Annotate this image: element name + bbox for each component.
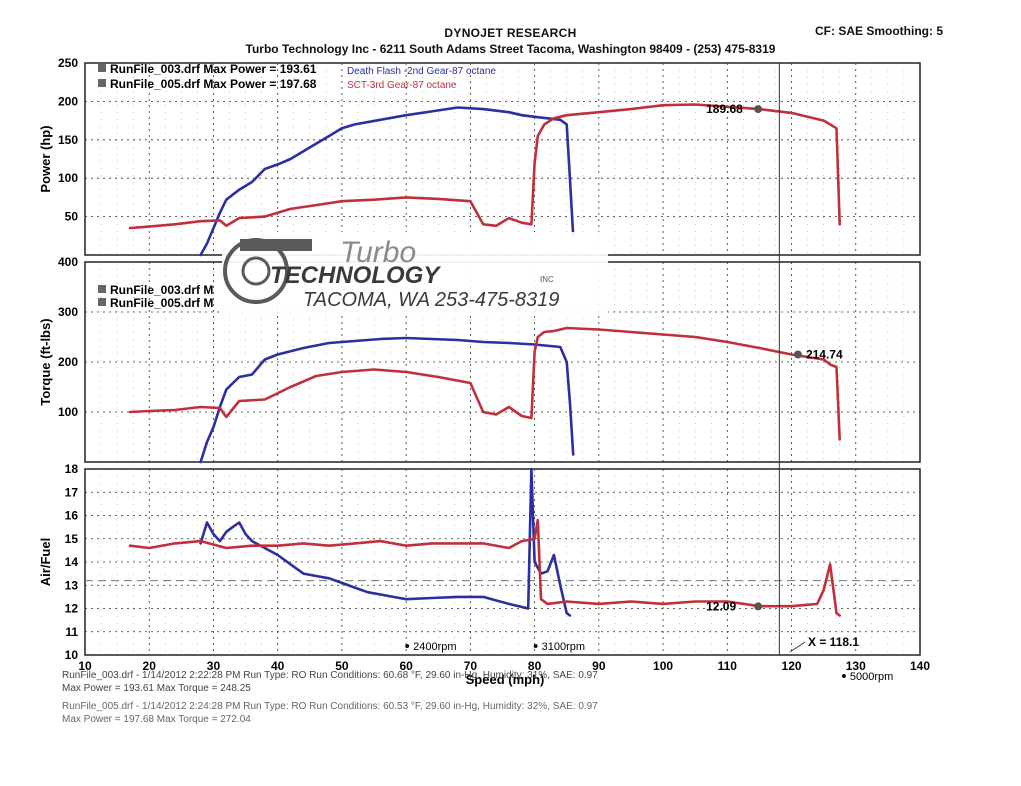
legend-swatch-run1-torque bbox=[98, 285, 106, 293]
chart-header-title: DYNOJET RESEARCH bbox=[444, 26, 577, 40]
y-tick-label: 200 bbox=[58, 94, 78, 108]
x-tick-label: 120 bbox=[782, 659, 802, 673]
turbo-logo-outlet bbox=[240, 239, 312, 251]
watermark-logo-top: Turbo bbox=[340, 236, 416, 269]
legend-swatch-run1 bbox=[98, 64, 106, 72]
y-tick-label: 100 bbox=[58, 405, 78, 419]
rpm-label: 3100rpm bbox=[542, 641, 585, 653]
y-tick-label: 10 bbox=[65, 648, 79, 662]
y-tick-label: 16 bbox=[65, 509, 79, 523]
series-line-runfile005drf bbox=[128, 518, 841, 617]
y-tick-label: 15 bbox=[65, 532, 79, 546]
y-axis-label: Air/Fuel bbox=[38, 538, 53, 586]
value-marker-dot bbox=[754, 105, 763, 114]
x-tick-label: 30 bbox=[207, 659, 221, 673]
y-axis-label: Torque (ft-lbs) bbox=[38, 318, 53, 405]
value-marker-dot bbox=[793, 350, 802, 359]
legend-run1-torque-label: RunFile_003.drf M bbox=[110, 283, 213, 297]
x-axis-label: Speed (mph) bbox=[466, 672, 545, 687]
x-tick-label: 20 bbox=[143, 659, 157, 673]
watermark-logo-mid: TECHNOLOGY bbox=[270, 262, 441, 289]
turbo-logo-hub bbox=[241, 256, 271, 286]
x-tick-label: 40 bbox=[271, 659, 285, 673]
watermark-logo-inc: INC bbox=[540, 275, 554, 284]
legend-run1-note: Death Flash -2nd Gear-87 octane bbox=[347, 66, 496, 77]
y-tick-label: 17 bbox=[65, 485, 79, 499]
cursor-pointer-line bbox=[789, 641, 806, 653]
y-tick-label: 250 bbox=[58, 56, 78, 70]
y-tick-label: 150 bbox=[58, 133, 78, 147]
y-tick-label: 300 bbox=[58, 305, 78, 319]
series-line-runfile003drf bbox=[199, 467, 572, 617]
legend-run2-label: RunFile_005.drf Max Power = 197.68 bbox=[110, 77, 317, 91]
correction-factor-label: CF: SAE Smoothing: 5 bbox=[815, 24, 943, 38]
series-line-runfile003drf bbox=[199, 336, 575, 464]
chart-header-subtitle: Turbo Technology Inc - 6211 South Adams … bbox=[245, 42, 776, 56]
y-axis-label: Power (hp) bbox=[38, 125, 53, 192]
x-tick-label: 70 bbox=[464, 659, 478, 673]
footer-run2-max: Max Power = 197.68 Max Torque = 272.04 bbox=[62, 714, 251, 725]
y-tick-label: 14 bbox=[65, 555, 79, 569]
x-tick-label: 110 bbox=[718, 659, 738, 673]
y-tick-label: 11 bbox=[65, 625, 78, 639]
cursor-value-label: X = 118.1 bbox=[808, 635, 859, 649]
rpm-dot bbox=[533, 644, 538, 648]
value-marker-label: 189.68 bbox=[706, 102, 743, 116]
footer-run1-info: RunFile_003.drf - 1/14/2012 2:22:28 PM R… bbox=[62, 670, 598, 681]
x-tick-label: 60 bbox=[399, 659, 413, 673]
x-tick-label: 10 bbox=[78, 659, 92, 673]
footer-run2-info: RunFile_005.drf - 1/14/2012 2:24:28 PM R… bbox=[62, 701, 598, 712]
rpm-dot bbox=[405, 644, 410, 648]
footer-run1-max: Max Power = 193.61 Max Torque = 248.25 bbox=[62, 683, 251, 694]
legend-swatch-run2-torque bbox=[98, 298, 106, 306]
y-tick-label: 400 bbox=[58, 255, 78, 269]
y-tick-label: 50 bbox=[65, 210, 79, 224]
value-marker-label: 12.09 bbox=[706, 599, 736, 613]
series-line-runfile005drf bbox=[128, 326, 841, 441]
y-tick-label: 18 bbox=[65, 462, 79, 476]
rpm-label: 5000rpm bbox=[850, 671, 893, 683]
value-marker-dot bbox=[754, 602, 763, 611]
rpm-label: 2400rpm bbox=[413, 641, 456, 653]
legend-run2-torque-label: RunFile_005.drf M bbox=[110, 296, 213, 310]
series-line-runfile003drf bbox=[199, 106, 575, 257]
rpm-dot bbox=[841, 674, 846, 678]
legend-run1-label: RunFile_003.drf Max Power = 193.61 bbox=[110, 62, 317, 76]
legend-run2-note: SCT-3rd Gear-87 octane bbox=[347, 80, 457, 91]
y-tick-label: 200 bbox=[58, 355, 78, 369]
x-tick-label: 140 bbox=[910, 659, 930, 673]
series-line-runfile005drf bbox=[128, 103, 841, 230]
x-tick-label: 90 bbox=[592, 659, 606, 673]
legend-swatch-run2 bbox=[98, 79, 106, 87]
x-tick-label: 50 bbox=[335, 659, 349, 673]
x-tick-label: 100 bbox=[653, 659, 673, 673]
x-tick-label: 80 bbox=[528, 659, 542, 673]
x-tick-label: 130 bbox=[846, 659, 866, 673]
y-tick-label: 100 bbox=[58, 171, 78, 185]
watermark-logo-bottom: TACOMA, WA 253-475-8319 bbox=[303, 289, 559, 311]
y-tick-label: 12 bbox=[65, 602, 79, 616]
y-tick-label: 13 bbox=[65, 578, 79, 592]
value-marker-label: 214.74 bbox=[806, 348, 843, 362]
